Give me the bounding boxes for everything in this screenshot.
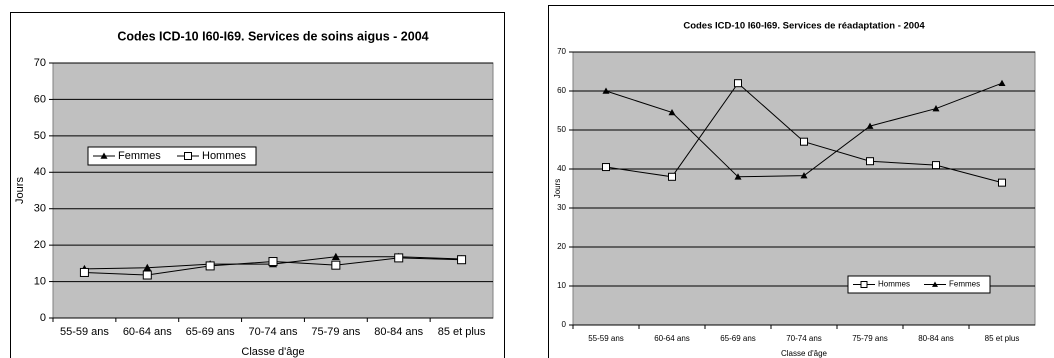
point (268, 257, 278, 267)
point (866, 122, 874, 129)
x-tick-label: 70-74 ans (786, 334, 822, 343)
y-tick-label: 0 (40, 312, 46, 324)
x-tick-label: 60-64 ans (654, 334, 690, 343)
point (860, 281, 868, 288)
point (331, 252, 340, 260)
y-axis-title: Jours (14, 177, 26, 204)
legend-label: Hommes (878, 280, 910, 289)
point (457, 255, 467, 265)
legend-box (847, 275, 991, 294)
plot-area (52, 62, 494, 319)
point (100, 152, 108, 159)
point (800, 137, 808, 146)
x-tick-label: 65-69 ans (720, 334, 756, 343)
x-axis-title: Classe d'âge (781, 349, 828, 358)
x-tick-label: 60-64 ans (123, 326, 172, 338)
chart-title: Codes ICD-10 I60-I69. Services de soins … (117, 29, 428, 43)
point (932, 161, 940, 170)
point (205, 261, 215, 271)
point (142, 270, 152, 280)
point (394, 253, 404, 263)
y-tick-label: 60 (34, 93, 46, 105)
y-tick-label: 0 (562, 320, 567, 329)
legend-label: Femmes (949, 280, 980, 289)
x-tick-label: 70-74 ans (249, 326, 298, 338)
point (331, 260, 341, 270)
y-tick-label: 70 (557, 47, 566, 56)
y-tick-label: 30 (557, 203, 566, 212)
y-tick-label: 40 (557, 164, 566, 173)
point (998, 79, 1006, 86)
y-tick-label: 20 (557, 242, 566, 251)
x-tick-label: 80-84 ans (374, 326, 423, 338)
y-axis-title: Jours (553, 179, 562, 199)
point (998, 178, 1006, 187)
x-tick-label: 75-79 ans (852, 334, 888, 343)
x-tick-label: 85 et plus (985, 334, 1020, 343)
y-tick-label: 20 (34, 239, 46, 251)
point (734, 173, 742, 180)
x-tick-label: 75-79 ans (311, 326, 360, 338)
y-tick-label: 40 (34, 166, 46, 178)
y-tick-label: 50 (34, 130, 46, 142)
x-tick-label: 55-59 ans (60, 326, 109, 338)
point (602, 163, 610, 172)
y-tick-label: 30 (34, 203, 46, 215)
point (932, 105, 940, 112)
y-tick-label: 60 (557, 86, 566, 95)
point (184, 152, 192, 160)
point (79, 267, 89, 277)
point (143, 263, 152, 271)
point (734, 79, 742, 88)
point (602, 87, 610, 94)
point (668, 172, 676, 181)
point (866, 157, 874, 166)
x-tick-label: 80-84 ans (918, 334, 954, 343)
y-tick-label: 50 (557, 125, 566, 134)
legend-box (87, 146, 257, 166)
x-tick-label: 85 et plus (438, 326, 486, 338)
y-tick-label: 10 (34, 275, 46, 287)
point (668, 108, 676, 116)
y-tick-label: 70 (34, 57, 46, 69)
x-tick-label: 55-59 ans (588, 334, 624, 343)
y-tick-label: 10 (557, 281, 566, 290)
point (932, 281, 938, 287)
x-tick-label: 65-69 ans (186, 326, 235, 338)
chart-title: Codes ICD-10 I60-I69. Services de réadap… (683, 21, 925, 32)
x-axis-title: Classe d'âge (241, 346, 304, 358)
legend-label: Hommes (202, 150, 247, 162)
point (800, 172, 808, 179)
legend-label: Femmes (118, 150, 161, 162)
